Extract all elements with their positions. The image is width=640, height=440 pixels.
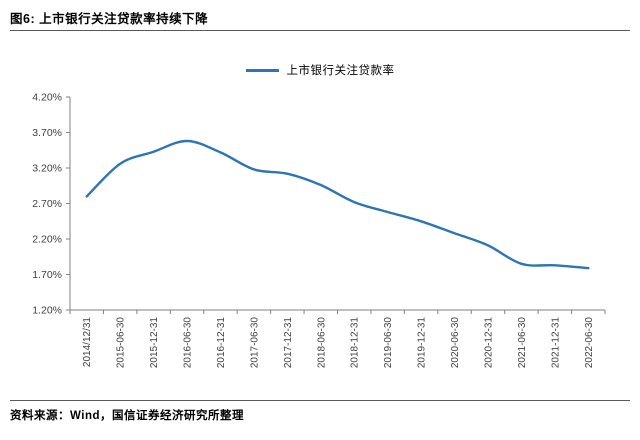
x-tick-label: 2014/12/31 <box>82 317 93 367</box>
y-tick-label: 1.20% <box>32 305 62 317</box>
loan-ratio-series-line <box>85 139 590 270</box>
x-tick-label: 2015-12-31 <box>149 317 160 369</box>
loan-ratio-line-chart: 1.20% 1.70% 2.20% 2.70% 3.20% 3.70% 4.20% 2014/… <box>0 85 640 395</box>
x-tick-label: 2017-12-31 <box>283 317 294 369</box>
title-divider <box>10 30 630 31</box>
x-tick-label: 2016-12-31 <box>216 317 227 369</box>
y-tick-label: 3.70% <box>32 127 62 139</box>
footer-divider <box>10 400 630 401</box>
y-tick-label: 2.70% <box>32 198 62 210</box>
y-tick-label: 3.20% <box>32 163 62 175</box>
y-tick-label: 4.20% <box>32 92 62 104</box>
x-tick-label: 2021-12-31 <box>550 317 561 369</box>
x-tick-label: 2019-06-30 <box>383 317 394 369</box>
x-tick-label: 2017-06-30 <box>249 317 260 369</box>
x-tick-label: 2015-06-30 <box>116 317 127 369</box>
x-tick-label: 2018-06-30 <box>316 317 327 369</box>
x-tick-label: 2020-12-31 <box>483 317 494 369</box>
legend-line-swatch <box>245 68 279 72</box>
x-tick-label: 2018-12-31 <box>350 317 361 369</box>
chart-legend: 上市银行关注贷款率 <box>0 62 640 78</box>
figure-title: 图6: 上市银行关注贷款率持续下降 <box>10 12 209 26</box>
legend-label: 上市银行关注贷款率 <box>286 65 395 77</box>
y-tick-label: 1.70% <box>32 269 62 281</box>
line-chart-svg: 1.20% 1.70% 2.20% 2.70% 3.20% 3.70% 4.20% 2014/… <box>32 92 606 369</box>
source-note: 资料来源：Wind，国信证券经济研究所整理 <box>10 410 244 422</box>
x-tick-label: 2020-06-30 <box>450 317 461 369</box>
x-tick-label: 2016-06-30 <box>183 317 194 369</box>
x-tick-label: 2021-06-30 <box>517 317 528 369</box>
x-tick-label: 2019-12-31 <box>417 317 428 369</box>
y-tick-label: 2.20% <box>32 234 62 246</box>
x-tick-label: 2022-06-30 <box>584 317 595 369</box>
